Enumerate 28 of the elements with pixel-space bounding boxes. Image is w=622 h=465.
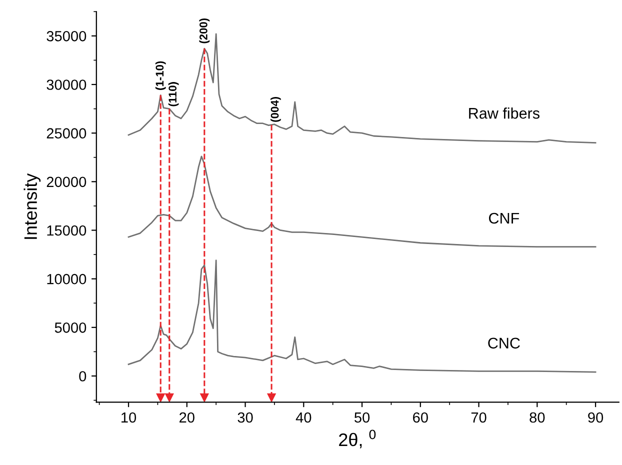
x-tick-label: 70 <box>471 412 486 423</box>
y-axis-title: Intensity <box>24 173 41 239</box>
x-tick-label: 30 <box>238 412 253 423</box>
line-series <box>128 260 596 373</box>
y-tick-label: 35000 <box>46 31 86 42</box>
annotation: (110) <box>168 82 179 106</box>
y-tick-label: 15000 <box>47 225 86 236</box>
series-label: CNC <box>488 338 520 349</box>
x-axis-title: 2θ, $^{0}$ <box>339 430 376 448</box>
x-tick-label: 10 <box>122 412 136 423</box>
series-label: Raw fibers <box>469 108 540 119</box>
y-tick-label: 5000 <box>54 322 86 333</box>
y-tick-label: 0 <box>79 371 86 382</box>
x-tick-label: 60 <box>413 412 428 423</box>
x-tick-label: 40 <box>296 412 312 423</box>
annotation: (200) <box>199 18 210 44</box>
x-tick-label: 90 <box>588 412 604 423</box>
y-tick-label: 30000 <box>46 80 86 90</box>
series-label: CNF <box>489 212 520 224</box>
y-tick-label: 20000 <box>46 176 86 188</box>
line-series <box>128 156 596 248</box>
x-tick-label: 50 <box>354 412 370 423</box>
x-tick-label: 20 <box>180 412 194 423</box>
x-tick-label: 80 <box>530 412 545 423</box>
y-tick-label: 25000 <box>46 128 86 139</box>
y-tick-label: 10000 <box>47 274 86 284</box>
annotation: (1-10) <box>155 61 166 90</box>
annotation: (004) <box>270 96 281 122</box>
